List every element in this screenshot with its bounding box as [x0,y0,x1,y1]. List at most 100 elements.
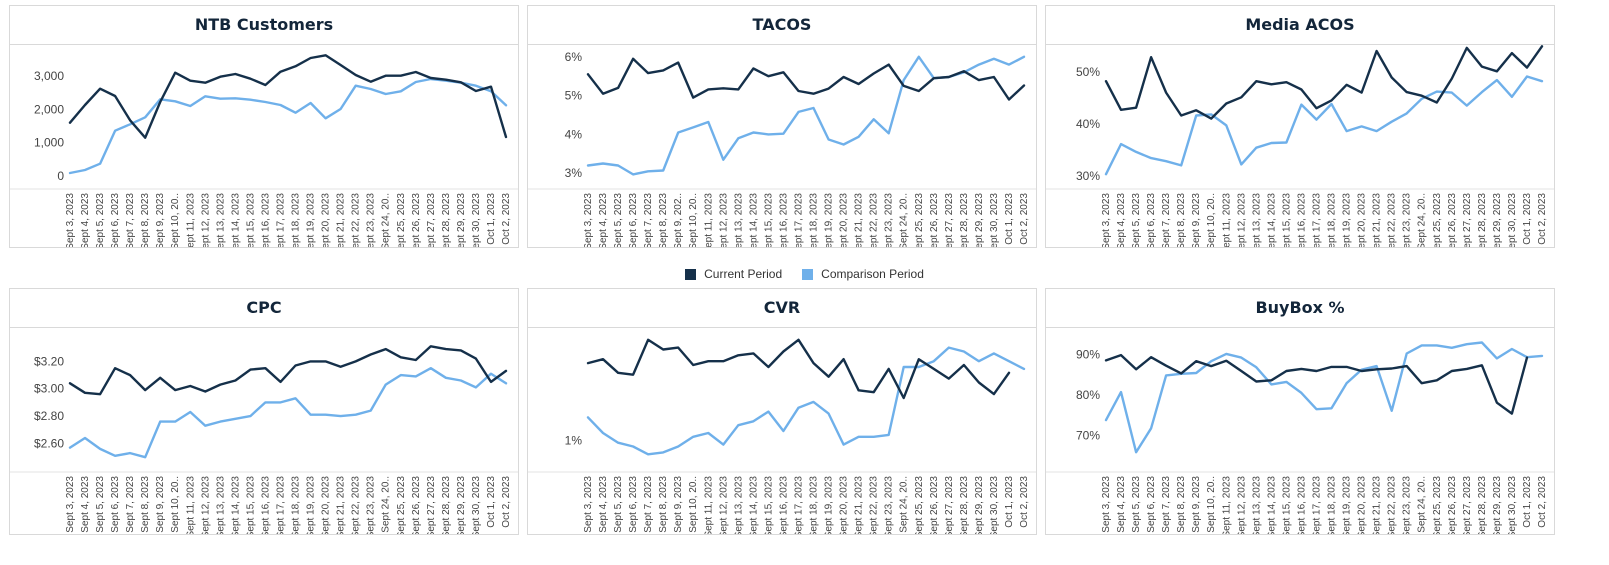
x-tick-label: Sept 11, 2023 [1221,193,1232,247]
series-line-current[interactable] [1104,45,1544,120]
x-tick-label: Sept 25, 2023 [1432,193,1443,247]
chart-title-ntb: NTB Customers [10,6,518,45]
y-tick-label: 0 [57,169,64,183]
x-tick-label: Sept 6, 2023 [110,193,121,247]
x-tick-label: Oct 2, 2023 [501,193,512,245]
x-tick-label: Sept 17, 2023 [793,193,804,247]
x-tick-label: Sept 30, 2023 [989,476,1000,534]
x-tick-label: Sept 19, 2023 [1342,476,1353,534]
series-line-comparison[interactable] [1104,341,1544,454]
x-tick-label: Sept 21, 2023 [336,476,347,534]
y-tick-label: 1% [565,434,583,448]
y-tick-label: 2,000 [34,102,64,116]
y-tick-label: 80% [1076,388,1100,402]
x-tick-label: Sept 12, 2023 [200,476,211,534]
series-line-current[interactable] [68,54,508,139]
x-tick-label: Sept 11, 2023 [1221,476,1232,534]
series-line-comparison[interactable] [68,367,508,459]
x-tick-label: Sept 18, 2023 [1327,476,1338,534]
x-tick-label: Sept 28, 2023 [959,193,970,247]
x-tick-label: Sept 15, 2023 [1281,476,1292,534]
x-tick-label: Sept 27, 2023 [944,476,955,534]
x-tick-label: Sept 21, 2023 [1372,193,1383,247]
x-tick-label: Sept 16, 2023 [260,193,271,247]
x-tick-label: Sept 26, 2023 [929,193,940,247]
x-tick-label: Oct 1, 2023 [1522,476,1533,528]
x-tick-label: Sept 28, 2023 [441,476,452,534]
x-tick-label: Sept 13, 2023 [215,193,226,247]
x-tick-label: Sept 28, 2023 [1477,476,1488,534]
legend: Current Period Comparison Period [0,262,1609,286]
x-tick-label: Sept 8, 2023 [1176,476,1187,533]
series-line-comparison[interactable] [586,346,1026,456]
chart-ntb: 0 1,000 2,000 3,000 Sept 3, 2023 Sept 4, 2023… [10,54,518,247]
x-tick-label: Sept 22, 2023 [351,476,362,534]
x-tick-label: Sept 24, 20.. [381,476,392,533]
x-tick-label: Sept 19, 2023 [306,193,317,247]
x-tick-label: Sept 5, 2023 [1131,476,1142,533]
chart-title-acos: Media ACOS [1046,6,1554,45]
x-tick-label: Oct 1, 2023 [1004,193,1015,245]
y-tick-label: 6% [565,50,583,64]
y-tick-label: $3.00 [34,382,64,396]
x-tick-label: Sept 20, 2023 [321,193,332,247]
x-tick-label: Sept 5, 2023 [613,476,624,533]
y-tick-label: $2.80 [34,409,64,423]
y-tick-label: 5% [565,89,583,103]
x-tick-label: Sept 21, 2023 [854,476,865,534]
x-tick-label: Sept 4, 2023 [80,193,91,247]
chart-title-cpc: CPC [10,289,518,328]
x-tick-label: Oct 2, 2023 [1537,193,1548,245]
chart-cpc: $2.60 $2.80 $3.00 $3.20 Sept 3, 2023 Sept 4, … [10,345,518,534]
x-tick-label: Sept 19, 2023 [306,476,317,534]
x-tick-label: Sept 17, 2023 [793,476,804,534]
legend-item-current[interactable]: Current Period [685,267,782,281]
x-tick-label: Sept 22, 2023 [1387,193,1398,247]
x-tick-label: Sept 10, 20.. [1206,193,1217,247]
x-tick-label: Sept 8, 2023 [658,476,669,533]
x-tick-label: Sept 5, 2023 [95,193,106,247]
x-tick-label: Sept 25, 2023 [396,476,407,534]
x-tick-label: Sept 7, 2023 [1161,476,1172,533]
series-line-comparison[interactable] [1104,75,1544,176]
x-tick-label: Sept 11, 2023 [703,193,714,247]
y-tick-label: 50% [1076,65,1100,79]
x-tick-label: Sept 18, 2023 [809,193,820,247]
x-tick-label: Sept 3, 2023 [65,193,76,247]
x-tick-label: Sept 4, 2023 [80,476,91,533]
y-tick-label: 3,000 [34,69,64,83]
chart-panel-cvr: CVR 1% Sept 3, 2023 Sept 4, 2023 Sept 5, 20… [527,288,1037,535]
series-line-current[interactable] [1104,353,1529,415]
x-tick-label: Sept 8, 2023 [140,476,151,533]
chart-panel-ntb: NTB Customers 0 1,000 2,000 3,000 Sept 3, 20… [9,5,519,248]
x-tick-label: Sept 7, 2023 [643,476,654,533]
y-tick-label: 40% [1076,117,1100,131]
x-tick-label: Sept 16, 2023 [1296,476,1307,534]
series-line-current[interactable] [68,345,508,396]
x-tick-label: Oct 1, 2023 [1522,193,1533,245]
chart-panel-acos: Media ACOS 30% 40% 50% Sept 3, 2023 Sept 4, … [1045,5,1555,248]
x-tick-label: Sept 14, 2023 [748,476,759,534]
chart-tacos: 3% 4% 5% 6% Sept 3, 2023 Sept 4, 2023 Sept 5, … [528,50,1036,247]
x-tick-label: Sept 17, 2023 [275,476,286,534]
legend-item-comparison[interactable]: Comparison Period [802,267,924,281]
y-tick-label: 1,000 [34,136,64,150]
x-tick-label: Sept 23, 2023 [366,476,377,534]
x-tick-label: Sept 6, 2023 [1146,476,1157,533]
x-tick-label: Sept 5, 2023 [95,476,106,533]
x-tick-label: Sept 29, 2023 [1492,193,1503,247]
x-tick-label: Sept 12, 2023 [1236,193,1247,247]
x-tick-label: Sept 7, 2023 [125,193,136,247]
x-tick-label: Oct 2, 2023 [501,476,512,528]
x-tick-label: Sept 4, 2023 [1116,476,1127,533]
chart-panel-cpc: CPC $2.60 $2.80 $3.00 $3.20 Sept 3, 2023 Sept… [9,288,519,535]
x-tick-label: Sept 6, 2023 [628,476,639,533]
x-tick-label: Sept 10, 20.. [688,476,699,533]
x-tick-label: Sept 22, 2023 [1387,476,1398,534]
series-line-current[interactable] [586,338,1011,400]
x-tick-label: Sept 19, 2023 [824,193,835,247]
x-tick-label: Sept 21, 2023 [336,193,347,247]
series-line-current[interactable] [586,57,1026,101]
x-tick-label: Sept 27, 2023 [1462,476,1473,534]
x-tick-label: Sept 14, 2023 [230,476,241,534]
